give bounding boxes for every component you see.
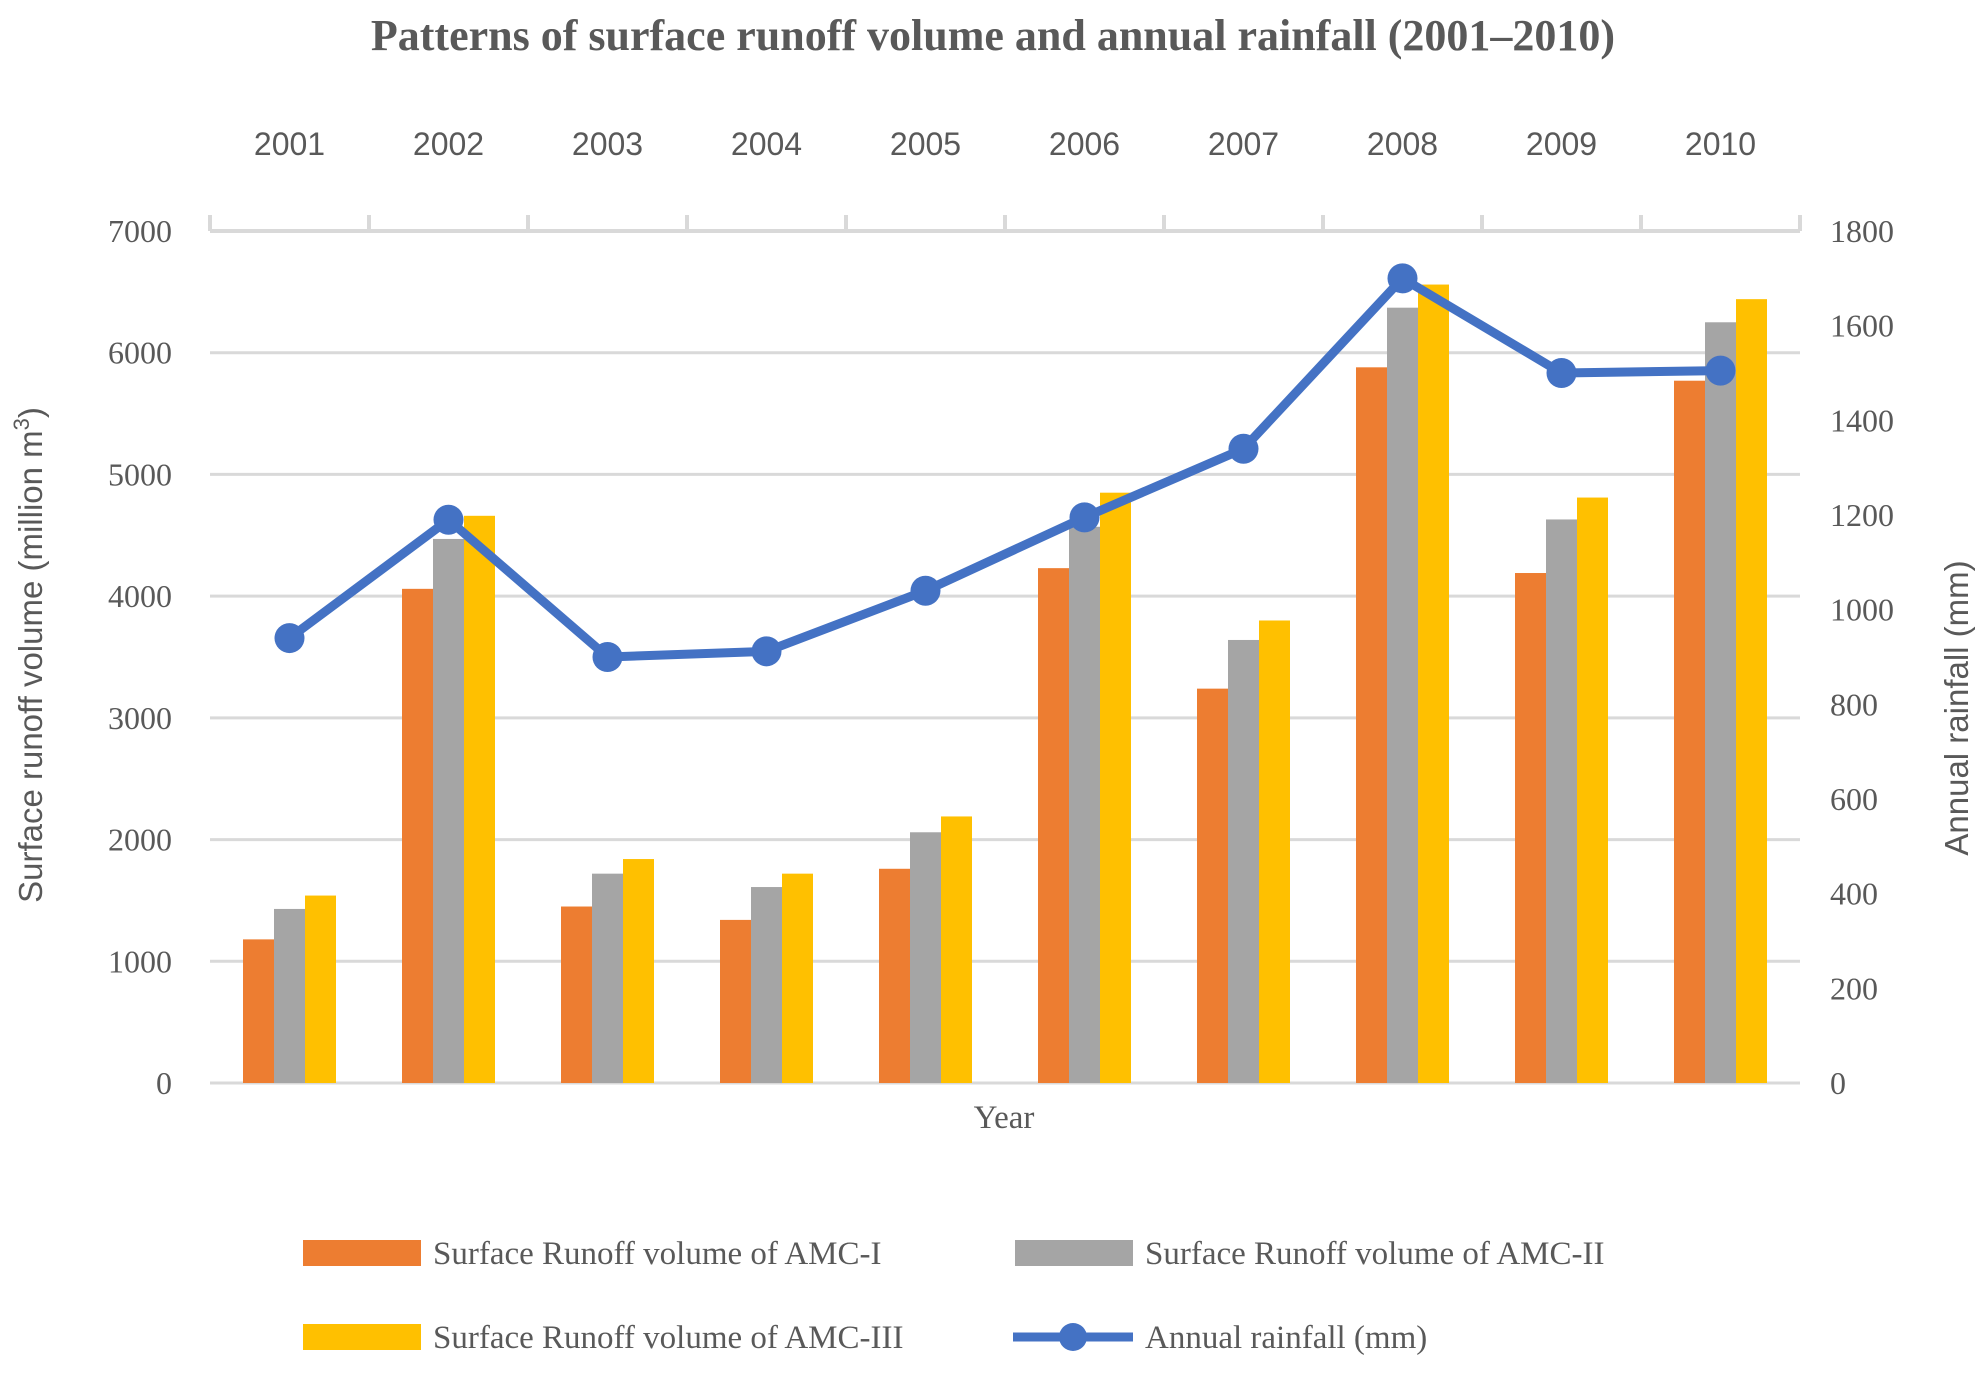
bar: [1515, 573, 1546, 1083]
bar: [941, 816, 972, 1083]
bar: [1577, 497, 1608, 1083]
rainfall-point: [592, 642, 623, 672]
bar: [1228, 639, 1259, 1083]
legend-swatch: [303, 1240, 421, 1266]
top-axis: [208, 215, 1802, 233]
rainfall-point: [1228, 433, 1259, 464]
y2-tick-label: 1600: [1830, 308, 1894, 344]
y2-tick-label: 800: [1830, 686, 1878, 722]
y-tick-label: 3000: [108, 700, 172, 736]
bar: [1546, 519, 1577, 1083]
rainfall-line: [274, 263, 1736, 672]
bar: [433, 538, 464, 1083]
rainfall-point: [1705, 355, 1736, 386]
year-label: 2008: [1367, 126, 1438, 162]
rainfall-point: [1546, 358, 1577, 388]
rainfall-line-path: [285, 273, 1725, 662]
legend-label: Surface Runoff volume of AMC-I: [433, 1236, 881, 1272]
rainfall-point: [910, 575, 941, 606]
bar: [1674, 380, 1705, 1083]
bars: [243, 284, 1767, 1084]
y2-tick-label: 0: [1830, 1065, 1846, 1101]
y-tick-label: 5000: [108, 456, 172, 492]
chart-title: Patterns of surface runoff volume and an…: [371, 11, 1615, 60]
bar: [1736, 299, 1767, 1083]
y2-tick-label: 1200: [1830, 497, 1894, 533]
y-tick-label: 6000: [108, 335, 172, 371]
legend: Surface Runoff volume of AMC-I Surface Ru…: [303, 1236, 1604, 1356]
bar: [910, 832, 941, 1083]
rainfall-point: [433, 504, 464, 535]
y2-tick-label: 400: [1830, 876, 1878, 912]
year-label: 2007: [1208, 126, 1279, 162]
left-axis-ticks: 0 1000 2000 3000 4000 5000 6000 7000: [108, 213, 172, 1101]
rainfall-point: [274, 623, 305, 654]
year-axis-ticks: 2001 2002 2003 2004 2005 2006 2007 2008 2009 2010: [254, 126, 1756, 162]
bar: [1197, 688, 1228, 1083]
year-label: 2002: [413, 126, 484, 162]
bar: [274, 908, 305, 1083]
bar: [1100, 492, 1131, 1084]
year-label: 2003: [572, 126, 643, 162]
y2-tick-label: 1000: [1830, 592, 1894, 628]
bar: [402, 588, 433, 1083]
y2-axis-title: Annual rainfall (mm): [1938, 560, 1975, 855]
year-label: 2006: [1049, 126, 1120, 162]
y2-tick-label: 600: [1830, 781, 1878, 817]
bar: [782, 873, 813, 1083]
bar: [464, 515, 495, 1083]
legend-label: Annual rainfall (mm): [1145, 1320, 1427, 1356]
y2-tick-label: 200: [1830, 970, 1878, 1006]
legend-label: Surface Runoff volume of AMC-III: [433, 1320, 903, 1356]
y-tick-label: 4000: [108, 578, 172, 614]
y-axis-title: Surface runoff volume (million m3): [9, 407, 49, 903]
year-label: 2005: [890, 126, 961, 162]
bar: [1069, 526, 1100, 1083]
legend-swatch: [303, 1324, 421, 1350]
year-label: 2009: [1526, 126, 1597, 162]
bar: [243, 939, 274, 1083]
legend-label: Surface Runoff volume of AMC-II: [1145, 1236, 1604, 1272]
bar: [561, 906, 592, 1083]
bar: [1705, 322, 1736, 1083]
legend-swatch: [1015, 1240, 1133, 1266]
rainfall-point: [751, 636, 782, 667]
rainfall-point: [1069, 502, 1100, 533]
y-tick-label: 7000: [108, 213, 172, 249]
year-label: 2010: [1685, 126, 1756, 162]
y2-tick-label: 1400: [1830, 402, 1894, 438]
bar: [879, 868, 910, 1083]
right-axis-ticks: 0 200 400 600 800 1000 1200 1400 1600 1800: [1830, 213, 1894, 1101]
bar: [1038, 568, 1069, 1083]
x-axis-title: Year: [974, 1100, 1035, 1136]
bar: [720, 919, 751, 1083]
y-tick-label: 1000: [108, 943, 172, 979]
year-label: 2004: [731, 126, 802, 162]
bar: [592, 873, 623, 1083]
y2-tick-label: 1800: [1830, 213, 1894, 249]
year-label: 2001: [254, 126, 325, 162]
y-tick-label: 0: [156, 1065, 172, 1101]
bar: [1418, 284, 1449, 1083]
bar: [623, 859, 654, 1083]
rainfall-point: [1387, 263, 1418, 294]
bar: [1356, 367, 1387, 1083]
bar: [1387, 307, 1418, 1083]
bar: [305, 895, 336, 1083]
bar: [1259, 620, 1290, 1083]
bar: [751, 887, 782, 1083]
y-tick-label: 2000: [108, 822, 172, 858]
legend-marker: [1059, 1323, 1087, 1351]
